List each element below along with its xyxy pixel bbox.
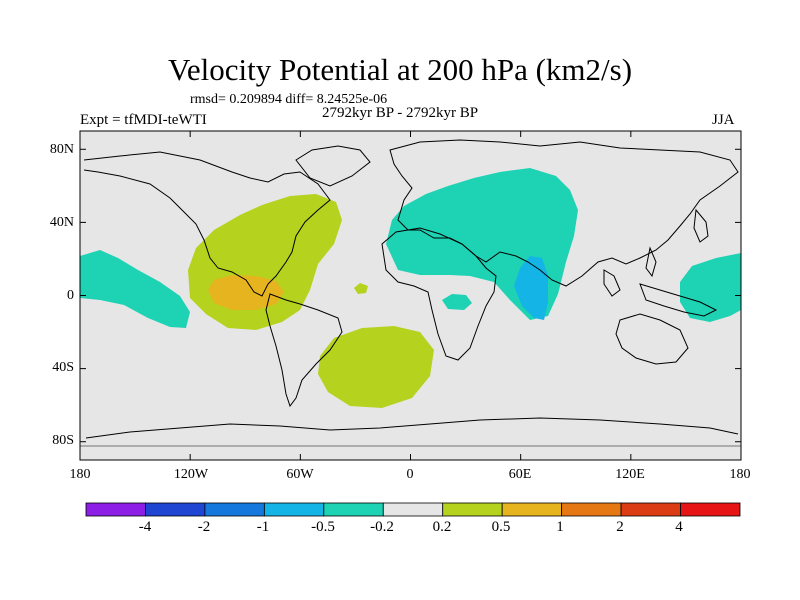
colorbar-swatch [263,502,325,517]
field-east-pacific-core [208,275,284,310]
y-tick-label: 80N [49,142,74,157]
stats-line: rmsd= 0.209894 diff= 8.24525e-06 [190,92,388,107]
x-tick-label: 120W [173,467,209,482]
y-tick-label: 40N [49,215,74,230]
map-title: Velocity Potential at 200 hPa (km2/s) [167,52,633,87]
colorbar-label: -1 [256,519,270,535]
colorbar-swatch [680,502,741,517]
colorbar-label: 4 [675,519,683,535]
y-tick-label: 0 [67,288,74,303]
colorbar-label: -2 [197,519,211,535]
field-south-atlantic [318,326,434,408]
colorbar-swatch [442,502,503,517]
colorbar [85,502,741,517]
field-atlantic-blob [354,283,368,294]
colorbar-label: -0.5 [311,519,335,535]
anomaly-fields [80,168,741,408]
colorbar-label: -4 [138,519,152,535]
colorbar-swatch [561,502,622,517]
colorbar-label: 0.5 [491,519,511,535]
colorbar-swatch [145,502,206,517]
axis-ticks [79,131,742,460]
colorbar-swatch [620,502,681,517]
experiment-label: Expt = tfMDI-teWTI [80,112,207,128]
x-tick-label: 60W [286,467,314,482]
colorbar-label: 1 [556,519,564,535]
colorbar-swatch [501,502,563,517]
x-tick-label: 120E [615,467,645,482]
x-tick-label: 0 [406,467,414,482]
colorbar-swatch [85,502,146,517]
y-tick-label: 40S [52,360,74,375]
field-indian-ocean-core [514,256,548,320]
x-tick-label: 60E [508,467,532,482]
coastlines [80,139,741,447]
y-tick-label: 80S [52,433,74,448]
field-central-pacific [80,250,190,328]
colorbar-swatch [204,502,265,517]
colorbar-swatch [382,502,444,517]
season-label: JJA [712,112,735,128]
period-label: 2792kyr BP - 2792kyr BP [322,105,479,121]
x-tick-label: 180 [729,467,751,482]
x-tick-label: 180 [69,467,91,482]
colorbar-label: 0.2 [432,519,452,535]
field-east-africa-blob [442,294,472,310]
field-west-pacific [680,253,741,322]
colorbar-label: 2 [616,519,624,535]
colorbar-label: -0.2 [370,519,394,535]
colorbar-swatch [323,502,384,517]
